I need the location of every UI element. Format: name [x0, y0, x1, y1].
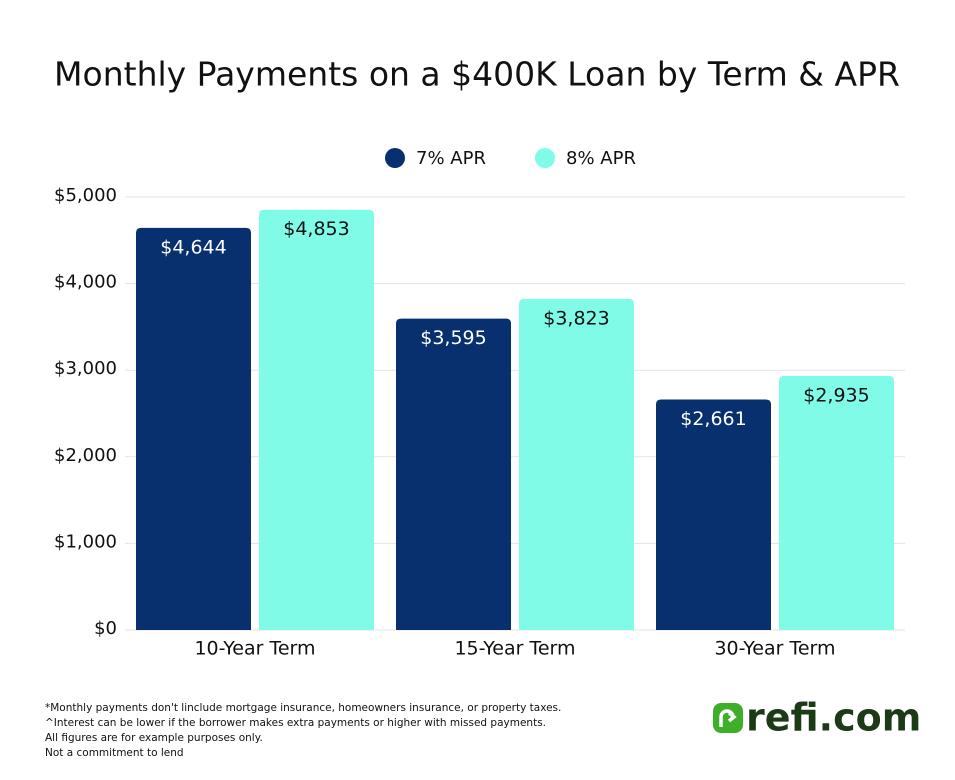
footnote: *Monthly payments don't linclude mortgag… — [45, 702, 561, 714]
chart-title: Monthly Payments on a $400K Loan by Term… — [54, 55, 900, 94]
legend-swatch — [385, 148, 405, 168]
bar — [519, 298, 634, 630]
value-label: $4,853 — [283, 218, 349, 240]
bar — [136, 227, 251, 631]
legend-label: 7% APR — [416, 148, 486, 169]
bar — [396, 318, 511, 630]
y-tick-label: $2,000 — [54, 445, 117, 466]
x-tick-label: 30-Year Term — [714, 638, 835, 660]
bar — [656, 399, 771, 630]
bar — [779, 375, 894, 630]
y-tick-label: $4,000 — [54, 272, 117, 293]
y-tick-label: $3,000 — [54, 358, 117, 379]
legend-label: 8% APR — [566, 148, 636, 169]
value-label: $3,595 — [420, 327, 486, 349]
legend-swatch — [535, 148, 555, 168]
logo-icon — [713, 703, 743, 733]
footnote: Not a commitment to lend — [45, 747, 184, 759]
logo-arrow — [719, 709, 737, 727]
y-tick-label: $1,000 — [54, 531, 117, 552]
y-tick-label: $5,000 — [54, 185, 117, 206]
x-tick-label: 15-Year Term — [454, 638, 575, 660]
logo: refi.com — [713, 696, 921, 740]
footnote: ^Interest can be lower if the borrower m… — [45, 717, 546, 729]
value-label: $3,823 — [543, 307, 609, 329]
value-label: $2,661 — [680, 408, 746, 430]
x-tick-label: 10-Year Term — [194, 638, 315, 660]
value-label: $4,644 — [160, 236, 226, 258]
bar — [259, 209, 374, 630]
footnote: All figures are for example purposes onl… — [45, 732, 263, 744]
value-label: $2,935 — [803, 384, 869, 406]
y-tick-label: $0 — [94, 618, 117, 639]
logo-text: refi.com — [746, 696, 921, 740]
